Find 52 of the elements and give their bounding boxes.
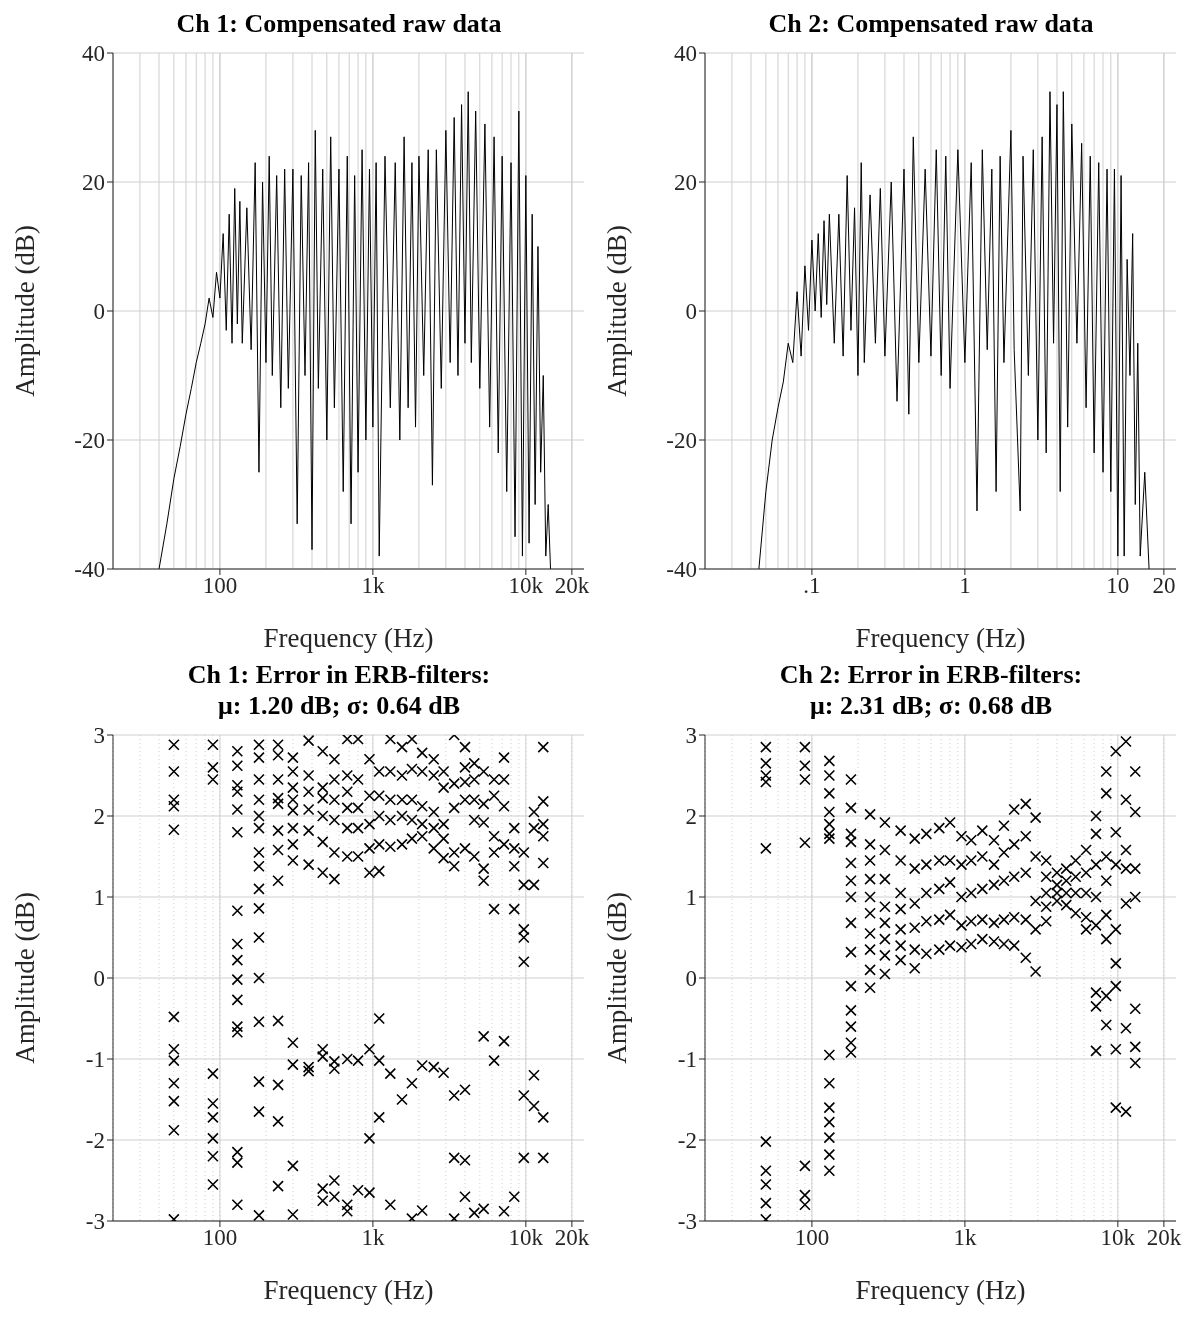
x-tick-label: 1 [959, 573, 971, 599]
y-tick-label: 20 [674, 170, 697, 196]
x-tick-label: 10k [508, 573, 544, 599]
y-tick-label: -40 [666, 557, 697, 583]
chart-title: Ch 1: Error in ERB-filters: μ: 1.20 dB; σ: 0.64 dB [186, 659, 492, 721]
x-tick-label: 20k [1146, 1225, 1182, 1251]
y-tick-label: 40 [674, 41, 697, 67]
y-tick-label: -2 [677, 1128, 697, 1154]
x-axis-title: Frequency (Hz) [263, 623, 434, 653]
x-tick-label: 20k [554, 573, 590, 599]
y-tick-label: 3 [93, 723, 105, 749]
y-axis-title: Amplitude (dB) [601, 225, 632, 397]
y-tick-label: -40 [74, 557, 105, 583]
y-tick-label: -1 [85, 1047, 105, 1073]
y-tick-label: 1 [93, 885, 105, 911]
y-tick-label: 40 [82, 41, 105, 67]
x-axis-title: Frequency (Hz) [855, 1275, 1026, 1305]
x-tick-label: 10k [508, 1225, 544, 1251]
y-tick-label: -1 [677, 1047, 697, 1073]
y-tick-label: -20 [74, 428, 105, 454]
y-tick-label: 0 [93, 299, 105, 325]
y-tick-label: 20 [82, 170, 105, 196]
x-tick-label: 100 [202, 1225, 238, 1251]
y-tick-label: 1 [685, 885, 697, 911]
chart-title: Ch 2: Error in ERB-filters: μ: 2.31 dB; σ: 0.68 dB [778, 659, 1084, 721]
y-tick-label: -20 [666, 428, 697, 454]
y-axis-title: Amplitude (dB) [9, 892, 40, 1064]
x-tick-label: .1 [803, 573, 821, 599]
chart-title: Ch 1: Compensated raw data [175, 8, 503, 39]
y-tick-label: 2 [685, 804, 697, 830]
x-tick-label: 10k [1100, 1225, 1136, 1251]
y-tick-label: 2 [93, 804, 105, 830]
y-axis-title: Amplitude (dB) [9, 225, 40, 397]
y-tick-label: -3 [85, 1209, 105, 1235]
x-tick-label: 20k [554, 1225, 590, 1251]
x-tick-label: 20 [1152, 573, 1176, 599]
x-tick-label: 1k [953, 1225, 977, 1251]
x-tick-label: 1k [361, 573, 385, 599]
x-tick-label: 10 [1106, 573, 1130, 599]
x-tick-label: 1k [361, 1225, 385, 1251]
y-tick-label: -2 [85, 1128, 105, 1154]
y-tick-label: -3 [677, 1209, 697, 1235]
chart-title: Ch 2: Compensated raw data [767, 8, 1095, 39]
y-tick-label: 3 [685, 723, 697, 749]
y-tick-label: 0 [93, 966, 105, 992]
x-tick-label: 100 [202, 573, 238, 599]
y-tick-label: 0 [685, 966, 697, 992]
y-tick-label: 0 [685, 299, 697, 325]
x-axis-title: Frequency (Hz) [263, 1275, 434, 1305]
x-axis-title: Frequency (Hz) [855, 623, 1026, 653]
y-axis-title: Amplitude (dB) [601, 892, 632, 1064]
x-tick-label: 100 [794, 1225, 830, 1251]
